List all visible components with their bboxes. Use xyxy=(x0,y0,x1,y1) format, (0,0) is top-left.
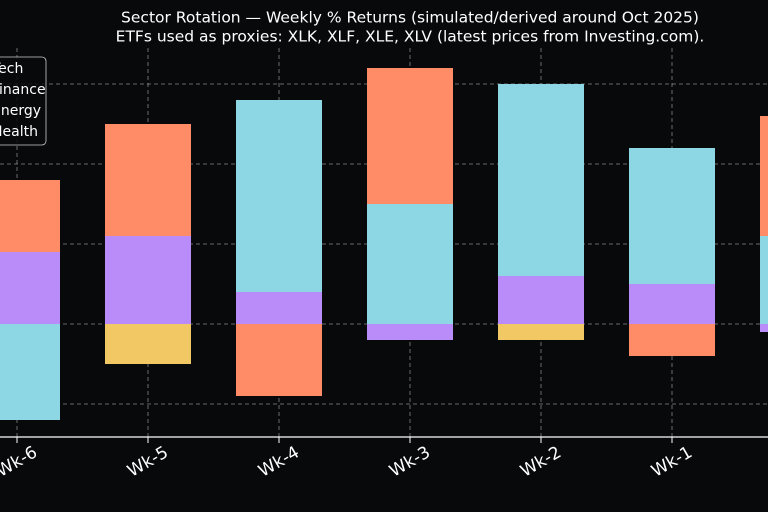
bar-segment xyxy=(236,100,322,292)
bar-segment xyxy=(498,84,584,276)
chart-title: Sector Rotation — Weekly % Returns (simu… xyxy=(121,9,699,27)
bar-segment xyxy=(236,324,322,396)
bar-segment xyxy=(367,324,453,340)
legend: Tech Finance Energy Health xyxy=(0,56,47,146)
bar-segment xyxy=(498,276,584,324)
bar-segment xyxy=(367,68,453,204)
bar-segment xyxy=(0,180,60,252)
legend-label: Energy xyxy=(0,103,41,119)
bar-segment xyxy=(0,324,60,420)
bar-segment xyxy=(629,324,715,356)
bar-segment xyxy=(629,284,715,324)
legend-label: Health xyxy=(0,124,38,140)
bar-segment xyxy=(760,236,768,324)
legend-box xyxy=(0,56,47,146)
bar-segment xyxy=(760,116,768,236)
legend-label: Finance xyxy=(0,82,46,98)
bar-segment xyxy=(498,324,584,340)
bar-segment xyxy=(0,252,60,324)
bar-segment xyxy=(105,124,191,236)
bar-segment xyxy=(236,292,322,324)
bar-segment xyxy=(105,324,191,364)
bar-segment xyxy=(367,204,453,324)
chart-subtitle: ETFs used as proxies: XLK, XLF, XLE, XLV… xyxy=(116,28,705,46)
bar-segment xyxy=(629,148,715,284)
bar-segment xyxy=(105,236,191,324)
bars xyxy=(0,68,768,420)
legend-label: Tech xyxy=(0,61,23,77)
bar-segment xyxy=(760,324,768,332)
